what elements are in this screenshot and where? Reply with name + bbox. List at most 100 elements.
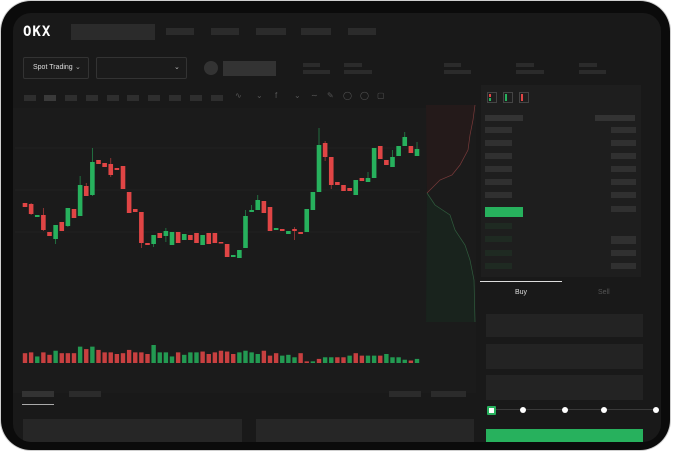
pair-dropdown[interactable]: ⌄ bbox=[96, 57, 187, 79]
nav-item[interactable] bbox=[166, 28, 194, 35]
interval-button-active[interactable] bbox=[44, 95, 56, 101]
volume-bar bbox=[390, 357, 395, 363]
volume-bar bbox=[126, 349, 132, 363]
tab-history[interactable] bbox=[69, 391, 101, 397]
nav-item[interactable] bbox=[301, 28, 331, 35]
interval-button[interactable] bbox=[169, 95, 181, 101]
interval-button[interactable] bbox=[65, 95, 77, 101]
ask-price bbox=[485, 153, 512, 159]
candle-body bbox=[90, 162, 95, 195]
volume-bar bbox=[414, 358, 420, 363]
volume-bar bbox=[255, 354, 260, 363]
candle-body bbox=[96, 160, 101, 164]
candle-body bbox=[212, 233, 218, 243]
ask-depth-area bbox=[426, 105, 475, 193]
volume-bar bbox=[261, 350, 267, 363]
volume-bar bbox=[65, 353, 71, 363]
spot-trading-dropdown[interactable]: Spot Trading ⌄ bbox=[23, 57, 89, 79]
volume-bar bbox=[231, 354, 236, 363]
orderbook-asks-icon[interactable] bbox=[519, 92, 529, 103]
camera-icon[interactable]: ◯ bbox=[360, 91, 369, 100]
volume-bar bbox=[169, 356, 175, 363]
buy-button[interactable] bbox=[486, 429, 643, 442]
volume-bar bbox=[371, 355, 377, 363]
volume-bar bbox=[157, 352, 162, 363]
volume-bar bbox=[353, 353, 358, 363]
bid-price bbox=[485, 263, 512, 269]
nav-item[interactable] bbox=[348, 28, 376, 35]
stat-label bbox=[444, 63, 461, 67]
orderbook-bids-icon[interactable] bbox=[503, 92, 513, 103]
settings-icon[interactable]: ◯ bbox=[343, 91, 352, 100]
orderbook-both-icon[interactable] bbox=[487, 92, 497, 103]
price-input[interactable] bbox=[486, 314, 643, 337]
nav-item[interactable] bbox=[211, 28, 239, 35]
slider-step[interactable] bbox=[520, 407, 526, 413]
interval-button[interactable] bbox=[107, 95, 119, 101]
volume-bar bbox=[77, 346, 83, 363]
candle-body bbox=[59, 222, 65, 231]
candle-body bbox=[322, 143, 328, 157]
indicator-icon[interactable]: ∿ bbox=[235, 91, 242, 100]
volume-bar bbox=[41, 352, 46, 363]
candle-body bbox=[304, 209, 310, 232]
filter-button[interactable] bbox=[389, 391, 421, 397]
candle-body bbox=[261, 201, 267, 213]
slider-step[interactable] bbox=[601, 407, 607, 413]
pencil-icon[interactable]: ✎ bbox=[327, 91, 334, 100]
volume-bar bbox=[316, 358, 322, 363]
candle-body bbox=[316, 145, 322, 192]
candle-body bbox=[169, 232, 175, 245]
candle-body bbox=[163, 231, 169, 236]
candle-body bbox=[194, 233, 199, 243]
chevron-down-icon[interactable]: ⌄ bbox=[294, 91, 301, 100]
candle-body bbox=[347, 188, 352, 191]
fx-icon[interactable]: f bbox=[275, 91, 278, 100]
volume-bar bbox=[35, 356, 40, 363]
chevron-down-icon: ⌄ bbox=[75, 64, 81, 71]
volume-bar bbox=[102, 352, 107, 363]
slider-step[interactable] bbox=[653, 407, 659, 413]
candle-body bbox=[34, 215, 40, 217]
ask-amount bbox=[611, 192, 636, 198]
volume-bar bbox=[28, 352, 34, 363]
line-tool-icon[interactable]: ∼ bbox=[311, 91, 318, 100]
candle-body bbox=[157, 233, 163, 238]
chart-type-icon[interactable]: ⌄ bbox=[256, 91, 263, 100]
bid-amount bbox=[611, 250, 636, 256]
stat-label bbox=[344, 63, 362, 67]
assets-panel bbox=[256, 419, 474, 442]
volume-bar bbox=[292, 357, 297, 363]
okx-logo[interactable]: OKX bbox=[23, 24, 52, 40]
interval-button[interactable] bbox=[148, 95, 160, 101]
ask-price bbox=[485, 140, 512, 146]
nav-item[interactable] bbox=[256, 28, 286, 35]
filter-button[interactable] bbox=[431, 391, 466, 397]
slider-step[interactable] bbox=[562, 407, 568, 413]
volume-bar bbox=[22, 353, 28, 363]
volume-bar bbox=[114, 354, 120, 363]
interval-button[interactable] bbox=[211, 95, 223, 101]
ask-amount bbox=[611, 179, 636, 185]
buy-tab[interactable]: Buy bbox=[515, 289, 528, 296]
sell-tab[interactable]: Sell bbox=[598, 289, 610, 296]
tab-open-orders[interactable] bbox=[22, 391, 54, 397]
pair-price bbox=[223, 61, 276, 76]
total-input[interactable] bbox=[486, 375, 643, 400]
candle-body bbox=[230, 255, 236, 257]
interval-button[interactable] bbox=[127, 95, 139, 101]
slider-track[interactable] bbox=[491, 409, 657, 410]
candle-body bbox=[102, 163, 107, 167]
interval-button[interactable] bbox=[190, 95, 202, 101]
volume-bar bbox=[133, 352, 138, 363]
amount-input[interactable] bbox=[486, 344, 643, 369]
interval-button[interactable] bbox=[24, 95, 36, 101]
fullscreen-icon[interactable]: ▢ bbox=[377, 91, 385, 100]
candle-body bbox=[341, 185, 346, 191]
interval-button[interactable] bbox=[86, 95, 98, 101]
slider-handle[interactable] bbox=[487, 406, 496, 415]
volume-bar bbox=[188, 352, 193, 363]
candle-body bbox=[414, 149, 420, 156]
search-bar[interactable] bbox=[71, 24, 155, 40]
